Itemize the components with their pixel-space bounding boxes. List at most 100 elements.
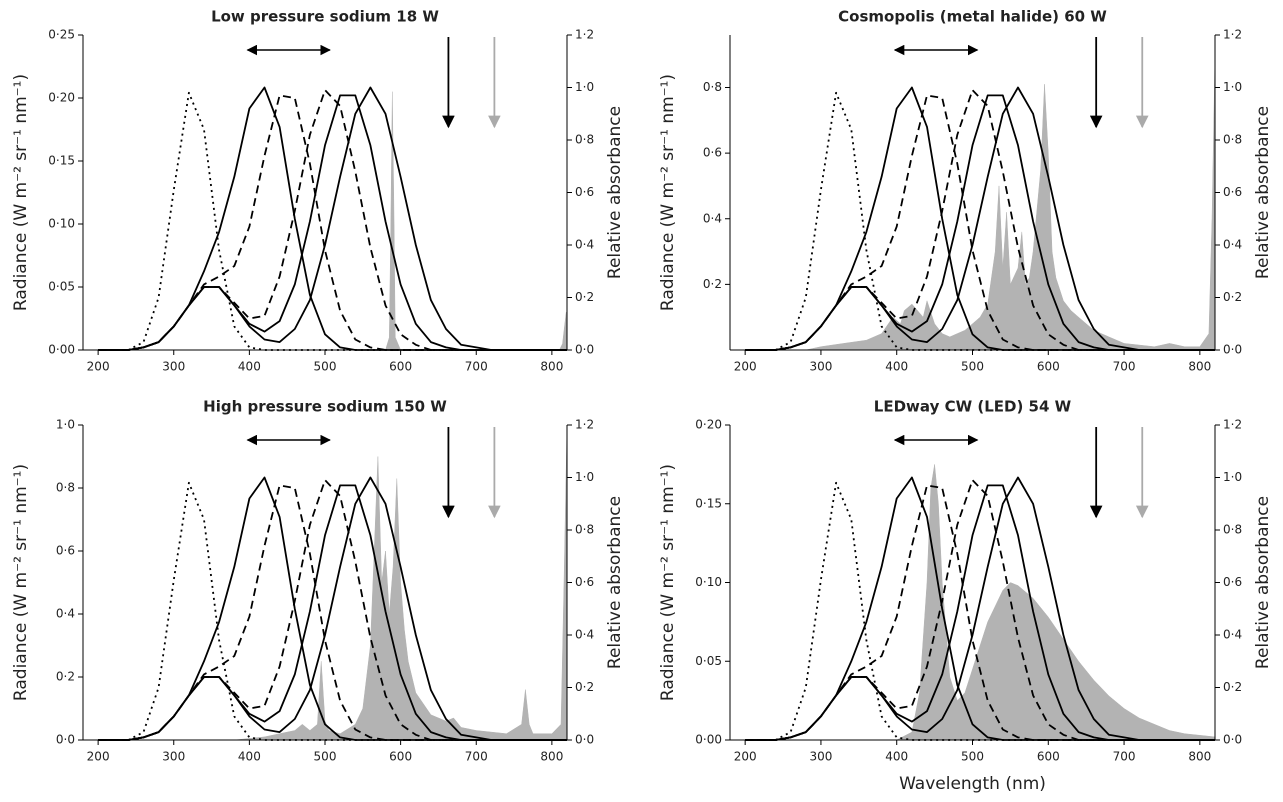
y2-tick-label: 0·0 bbox=[575, 343, 594, 357]
y-tick-label: 0·00 bbox=[48, 343, 75, 357]
x-tick-label: 700 bbox=[465, 360, 488, 374]
y2-tick-label: 0·6 bbox=[575, 185, 594, 199]
chart-title: LEDway CW (LED) 54 W bbox=[874, 398, 1072, 416]
emission-area bbox=[896, 464, 1216, 741]
x-tick-label: 300 bbox=[162, 750, 185, 764]
absorbance-curve bbox=[98, 476, 567, 741]
x-axis-label: Wavelength (nm) bbox=[899, 774, 1046, 794]
y-tick-label: 0·10 bbox=[695, 575, 722, 589]
y2-tick-label: 0·6 bbox=[1223, 575, 1242, 589]
x-tick-label: 600 bbox=[1037, 360, 1060, 374]
y-tick-label: 0·15 bbox=[48, 154, 75, 168]
y-tick-label: 0·2 bbox=[56, 670, 75, 684]
y2-axis-label: Relative absorbance bbox=[605, 106, 625, 279]
absorbance-curve bbox=[98, 86, 567, 351]
x-tick-label: 800 bbox=[1188, 750, 1211, 764]
y2-tick-label: 1·0 bbox=[575, 80, 594, 94]
y-tick-label: 0·10 bbox=[48, 217, 75, 231]
x-tick-label: 300 bbox=[809, 360, 832, 374]
panel: 200 300 400 500 600 700 800 0·00 0·05 0·10 0·15 0·2… bbox=[11, 8, 625, 374]
y2-tick-label: 0·2 bbox=[1223, 680, 1242, 694]
y2-tick-label: 1·2 bbox=[1223, 418, 1242, 432]
chart-title: Low pressure sodium 18 W bbox=[211, 8, 439, 26]
y-tick-label: 0·15 bbox=[695, 496, 722, 510]
x-tick-label: 600 bbox=[389, 360, 412, 374]
absorbance-curve bbox=[98, 476, 567, 741]
y-tick-label: 0·8 bbox=[703, 80, 722, 94]
y-tick-label: 0·8 bbox=[56, 481, 75, 495]
absorbance-curve bbox=[745, 91, 1215, 351]
y2-tick-label: 0·4 bbox=[1223, 238, 1242, 252]
emission-area bbox=[234, 424, 568, 741]
y2-tick-label: 1·0 bbox=[1223, 80, 1242, 94]
x-tick-label: 500 bbox=[314, 750, 337, 764]
y2-tick-label: 0·6 bbox=[575, 575, 594, 589]
y2-tick-label: 0·8 bbox=[1223, 133, 1242, 147]
chart-title: Cosmopolis (metal halide) 60 W bbox=[838, 8, 1107, 26]
y-tick-label: 0·20 bbox=[48, 91, 75, 105]
x-tick-label: 700 bbox=[465, 750, 488, 764]
absorbance-curve bbox=[745, 94, 1215, 351]
x-tick-label: 200 bbox=[734, 750, 757, 764]
y2-tick-label: 1·2 bbox=[575, 418, 594, 432]
y2-tick-label: 0·2 bbox=[575, 680, 594, 694]
emission-area bbox=[370, 91, 568, 351]
absorbance-curve bbox=[745, 484, 1215, 741]
x-tick-label: 800 bbox=[540, 750, 563, 764]
y-tick-label: 0·6 bbox=[703, 146, 722, 160]
chart-title: High pressure sodium 150 W bbox=[203, 398, 447, 416]
y-tick-label: 0·00 bbox=[695, 733, 722, 747]
x-tick-label: 800 bbox=[540, 360, 563, 374]
x-tick-label: 800 bbox=[1188, 360, 1211, 374]
y2-tick-label: 0·4 bbox=[575, 628, 594, 642]
y2-tick-label: 1·0 bbox=[575, 470, 594, 484]
y2-tick-label: 1·2 bbox=[1223, 28, 1242, 42]
y-tick-label: 0·4 bbox=[703, 211, 722, 225]
x-tick-label: 400 bbox=[238, 750, 261, 764]
y2-tick-label: 0·8 bbox=[1223, 523, 1242, 537]
panel: 200 300 400 500 600 700 800 0·0 0·2 0·4 0·6 0·8 1·0 0… bbox=[11, 398, 625, 764]
y2-tick-label: 0·0 bbox=[1223, 733, 1242, 747]
x-tick-label: 300 bbox=[162, 360, 185, 374]
y2-tick-label: 0·0 bbox=[575, 733, 594, 747]
y2-axis-label: Relative absorbance bbox=[605, 496, 625, 669]
x-tick-label: 700 bbox=[1113, 360, 1136, 374]
y2-axis-label: Relative absorbance bbox=[1253, 106, 1273, 279]
y-tick-label: 0·05 bbox=[48, 280, 75, 294]
y2-tick-label: 0·2 bbox=[575, 290, 594, 304]
y2-tick-label: 0·2 bbox=[1223, 290, 1242, 304]
absorbance-curve bbox=[98, 479, 567, 741]
y-axis-label: Radiance (W m⁻² sr⁻¹ nm⁻¹) bbox=[658, 464, 678, 701]
absorbance-curve bbox=[98, 86, 567, 351]
y-tick-label: 0·25 bbox=[48, 28, 75, 42]
emission-area bbox=[805, 54, 1216, 351]
y2-tick-label: 1·0 bbox=[1223, 470, 1242, 484]
y-axis-label: Radiance (W m⁻² sr⁻¹ nm⁻¹) bbox=[658, 74, 678, 311]
y-tick-label: 0·6 bbox=[56, 544, 75, 558]
y-tick-label: 0·2 bbox=[703, 277, 722, 291]
x-tick-label: 500 bbox=[961, 750, 984, 764]
x-tick-label: 200 bbox=[87, 360, 110, 374]
y-tick-label: 0·4 bbox=[56, 607, 75, 621]
absorbance-curve bbox=[745, 86, 1215, 351]
absorbance-curve bbox=[98, 89, 567, 351]
absorbance-curve bbox=[745, 89, 1215, 351]
y2-axis-label: Relative absorbance bbox=[1253, 496, 1273, 669]
x-tick-label: 400 bbox=[885, 360, 908, 374]
y-tick-label: 0·20 bbox=[695, 418, 722, 432]
absorbance-curve bbox=[98, 91, 567, 351]
panel: 200 300 400 500 600 700 800 0·2 0·4 0·6 0·8 0·0 0·2 0… bbox=[658, 8, 1273, 374]
x-tick-label: 200 bbox=[87, 750, 110, 764]
y2-tick-label: 1·2 bbox=[575, 28, 594, 42]
x-tick-label: 300 bbox=[809, 750, 832, 764]
absorbance-curve bbox=[98, 481, 567, 741]
x-tick-label: 200 bbox=[734, 360, 757, 374]
y2-tick-label: 0·8 bbox=[575, 523, 594, 537]
y2-tick-label: 0·6 bbox=[1223, 185, 1242, 199]
y2-tick-label: 0·0 bbox=[1223, 343, 1242, 357]
y2-tick-label: 0·4 bbox=[1223, 628, 1242, 642]
y-tick-label: 0·0 bbox=[56, 733, 75, 747]
panel: 200 300 400 500 600 700 800 0·00 0·05 0·10 0·15 0·2… bbox=[658, 398, 1273, 795]
y-axis-label: Radiance (W m⁻² sr⁻¹ nm⁻¹) bbox=[11, 464, 31, 701]
